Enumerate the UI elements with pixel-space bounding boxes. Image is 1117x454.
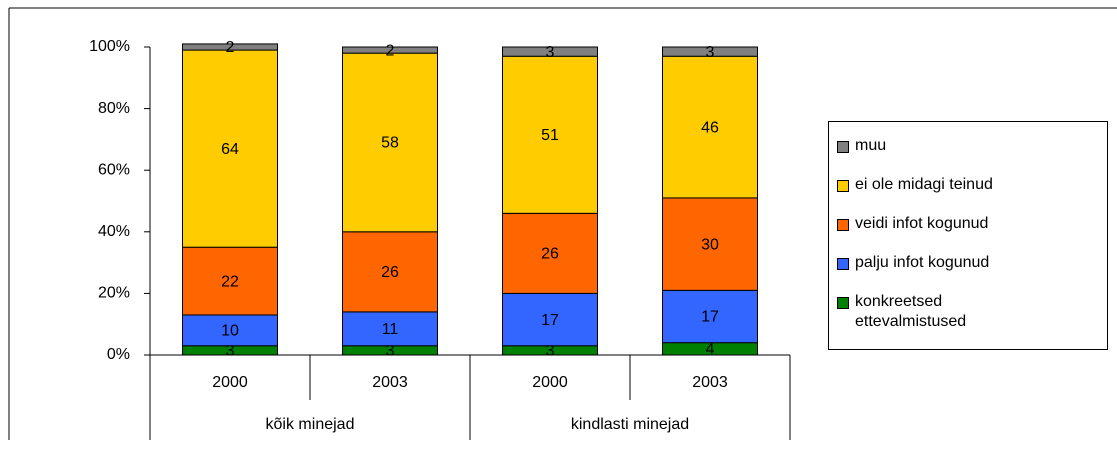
data-label: 4 <box>706 341 715 358</box>
x-tick-label: 2003 <box>692 374 728 391</box>
data-label: 26 <box>541 246 559 263</box>
bar-segment <box>502 55 598 214</box>
data-label: 30 <box>701 236 719 253</box>
x-tick-label: 2000 <box>212 374 248 391</box>
group-label: kindlasti minejad <box>571 416 689 433</box>
y-tick-label: 40% <box>98 223 130 240</box>
x-tick-label: 2003 <box>372 374 408 391</box>
data-label: 3 <box>386 343 395 360</box>
data-label: 58 <box>381 135 399 152</box>
group-label: kõik minejad <box>266 416 355 433</box>
legend-item: muu <box>837 136 1107 156</box>
data-label: 2 <box>386 42 395 59</box>
legend-label: konkreetsed ettevalmistused <box>855 293 967 330</box>
data-label: 11 <box>382 321 399 338</box>
legend-swatch <box>837 297 849 309</box>
data-label: 26 <box>381 264 399 281</box>
legend-swatch <box>837 141 849 153</box>
legend-item: konkreetsed ettevalmistused <box>837 292 1107 332</box>
legend-item: veidi infot kogunud <box>837 214 1107 234</box>
x-tick-label: 2000 <box>532 374 568 391</box>
bar-segment <box>662 289 758 344</box>
bar-segment <box>342 46 438 54</box>
legend-label: palju infot kogunud <box>855 254 990 271</box>
legend-label: ei ole midagi teinud <box>855 176 993 193</box>
data-label: 3 <box>706 44 715 61</box>
y-tick-label: 0% <box>107 346 130 363</box>
y-tick-label: 80% <box>98 100 130 117</box>
legend-label: veidi infot kogunud <box>855 215 989 232</box>
bar-segment <box>662 55 758 199</box>
legend: muu ei ole midagi teinud veidi infot kogun… <box>828 121 1108 350</box>
legend-item: ei ole midagi teinud <box>837 175 1107 195</box>
legend-label: muu <box>855 137 887 154</box>
data-label: 2 <box>226 39 235 56</box>
data-label: 3 <box>226 343 235 360</box>
bar-segment <box>342 231 438 313</box>
legend-swatch <box>837 258 849 270</box>
data-label: 3 <box>546 343 555 360</box>
y-tick-label: 20% <box>98 285 130 302</box>
data-label: 64 <box>221 141 239 158</box>
bar-segment <box>342 52 438 233</box>
data-label: 17 <box>701 309 719 326</box>
data-label: 46 <box>701 119 719 136</box>
legend-swatch <box>837 180 849 192</box>
data-label: 3 <box>546 44 555 61</box>
bar-segment <box>662 197 758 291</box>
bar-segment <box>662 46 758 57</box>
data-label: 10 <box>221 323 239 340</box>
bar-segment <box>502 212 598 294</box>
data-label: 17 <box>541 312 559 329</box>
data-label: 22 <box>221 273 239 290</box>
bar-segment <box>502 46 598 57</box>
bar-segment <box>182 43 278 51</box>
legend-swatch <box>837 219 849 231</box>
bar-segment <box>182 246 278 316</box>
data-label: 51 <box>541 127 559 144</box>
bar-segment <box>502 292 598 347</box>
y-tick-label: 60% <box>98 161 130 178</box>
bar-segment <box>182 314 278 347</box>
legend-item: palju infot kogunud <box>837 253 1107 273</box>
y-tick-label: 100% <box>89 38 130 55</box>
